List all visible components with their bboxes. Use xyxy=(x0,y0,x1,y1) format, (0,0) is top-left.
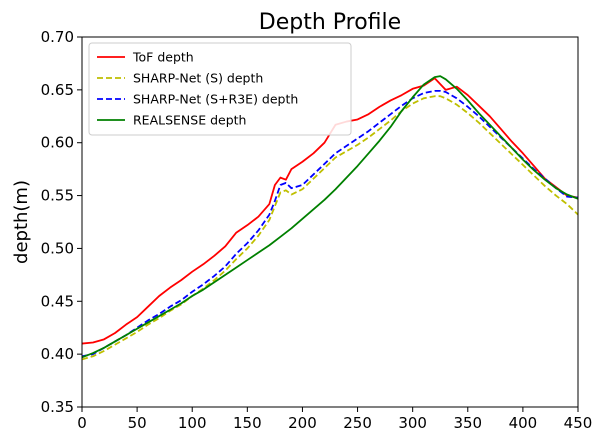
legend-label: SHARP-Net (S) depth xyxy=(133,71,263,86)
x-tick-label: 50 xyxy=(128,414,147,432)
y-tick-label: 0.65 xyxy=(41,81,74,99)
legend-label: SHARP-Net (S+R3E) depth xyxy=(133,92,298,107)
x-tick-label: 200 xyxy=(288,414,317,432)
legend: ToF depth SHARP-Net (S) depth SHARP-Net (S… xyxy=(88,42,352,136)
y-tick-label: 0.35 xyxy=(41,398,74,416)
y-tick-label: 0.60 xyxy=(41,134,74,152)
x-tick-label: 300 xyxy=(398,414,427,432)
series-line-2 xyxy=(82,95,578,361)
series-line-1 xyxy=(82,77,578,345)
y-tick-label: 0.40 xyxy=(41,345,74,363)
series-line-3 xyxy=(82,90,578,358)
x-tick-label: 400 xyxy=(509,414,538,432)
y-tick-label: 0.45 xyxy=(41,292,74,310)
x-tick-label: 150 xyxy=(233,414,262,432)
legend-label: REALSENSE depth xyxy=(133,113,246,128)
series-layer xyxy=(82,75,578,361)
x-axis: 0 50 100 150 200 250 300 350 400 450 xyxy=(77,407,592,432)
y-tick-label: 0.70 xyxy=(41,28,74,46)
x-tick-label: 350 xyxy=(453,414,482,432)
series-line-4 xyxy=(82,75,578,359)
legend-label: ToF depth xyxy=(132,50,194,65)
x-tick-label: 0 xyxy=(77,414,87,432)
y-tick-label: 0.50 xyxy=(41,239,74,257)
chart-title: Depth Profile xyxy=(259,10,401,35)
y-tick-label: 0.55 xyxy=(41,187,74,205)
y-axis: 0.35 0.40 0.45 0.50 0.55 0.60 0.65 0.70 xyxy=(41,28,82,416)
x-tick-label: 100 xyxy=(178,414,207,432)
x-tick-label: 250 xyxy=(343,414,372,432)
y-axis-label: depth(m) xyxy=(11,180,32,264)
x-tick-label: 450 xyxy=(564,414,593,432)
legend-box xyxy=(88,42,352,136)
plot-frame xyxy=(81,36,579,408)
